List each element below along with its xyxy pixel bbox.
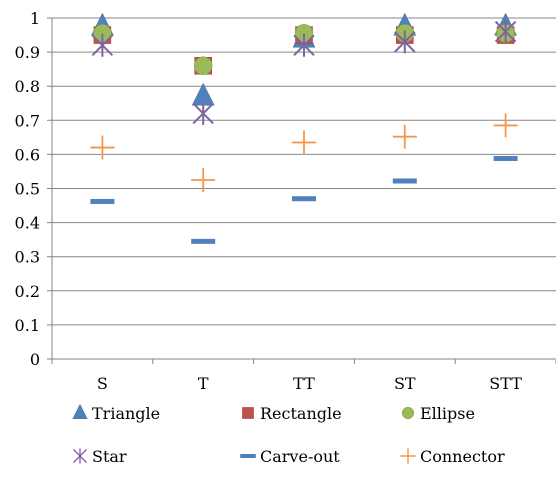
- data-point: [493, 155, 518, 161]
- legend-swatch: [242, 407, 254, 419]
- legend-item: Connector: [400, 447, 505, 466]
- series-carve-out: [90, 155, 518, 244]
- data-point: [191, 238, 216, 244]
- legend-item: Carve-out: [240, 447, 340, 466]
- legend-label: Rectangle: [260, 404, 342, 423]
- data-point: [392, 178, 417, 184]
- x-axis-tick-labels: S T TT ST STT: [97, 374, 522, 393]
- y-tick-label: 0.8: [15, 77, 40, 96]
- legend-swatch: [401, 406, 415, 420]
- axes: [47, 17, 556, 364]
- x-tick-label: ST: [394, 374, 416, 393]
- y-tick-label: 0.2: [15, 282, 40, 301]
- data-points: [90, 12, 518, 244]
- y-tick-label: 0.6: [15, 145, 40, 164]
- legend: Triangle Rectangle Ellipse Star Carve-out Con…: [72, 403, 505, 466]
- data-point: [292, 130, 316, 155]
- y-tick-label: 1: [30, 9, 40, 28]
- y-tick-label: 0.3: [15, 248, 40, 267]
- legend-item: Star: [73, 447, 127, 466]
- legend-swatch: [73, 448, 87, 464]
- legend-item: Ellipse: [401, 404, 475, 423]
- x-tick-label: S: [97, 374, 108, 393]
- data-point: [193, 56, 213, 75]
- y-tick-label: 0.4: [15, 214, 40, 233]
- x-tick-label: T: [198, 374, 209, 393]
- legend-swatch: [72, 403, 88, 419]
- gridlines: [52, 17, 556, 326]
- x-tick-label: STT: [489, 374, 522, 393]
- data-point: [292, 196, 316, 202]
- data-point: [493, 113, 518, 138]
- legend-label: Ellipse: [420, 404, 475, 423]
- data-point: [293, 33, 315, 57]
- data-point: [394, 30, 416, 54]
- y-tick-label: 0.9: [15, 43, 40, 62]
- legend-label: Carve-out: [260, 447, 340, 466]
- data-point: [494, 20, 517, 44]
- y-tick-label: 0.5: [15, 180, 40, 199]
- y-tick-label: 0.7: [15, 111, 40, 130]
- legend-label: Triangle: [92, 404, 160, 423]
- y-tick-label: 0.1: [15, 316, 40, 335]
- y-axis-tick-labels: 0 0.1 0.2 0.3 0.4 0.5 0.6 0.7 0.8 0.9 1: [15, 9, 40, 369]
- data-point: [90, 135, 115, 160]
- data-point: [392, 124, 417, 149]
- data-point: [90, 198, 115, 204]
- data-point: [192, 101, 214, 125]
- series-star: [91, 20, 517, 125]
- data-point: [91, 33, 114, 57]
- series-connector: [90, 113, 518, 192]
- legend-swatch: [400, 448, 416, 464]
- legend-label: Connector: [420, 447, 505, 466]
- legend-item: Triangle: [72, 403, 160, 423]
- legend-swatch: [240, 454, 256, 458]
- y-tick-label: 0: [30, 350, 40, 369]
- data-point: [191, 167, 216, 192]
- legend-item: Rectangle: [242, 404, 342, 423]
- legend-label: Star: [92, 447, 127, 466]
- x-tick-label: TT: [293, 374, 315, 393]
